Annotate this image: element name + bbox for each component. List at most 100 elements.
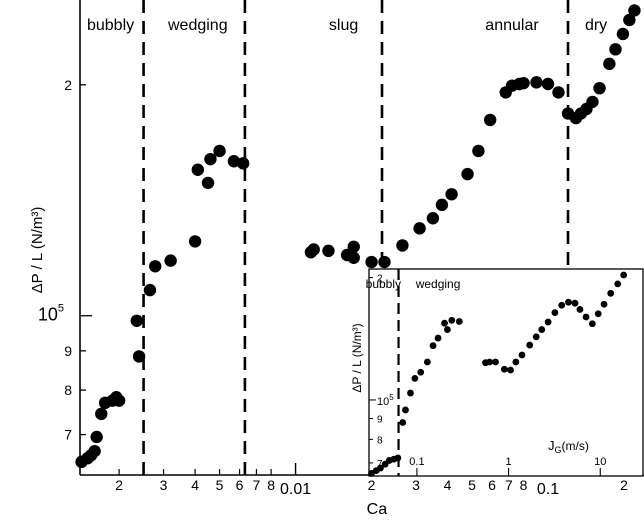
data-point — [609, 43, 622, 56]
inset-data-point — [486, 358, 493, 366]
data-point — [191, 163, 205, 176]
inset-data-point — [526, 341, 534, 349]
data-point — [307, 243, 320, 256]
inset-data-point — [544, 318, 552, 326]
x-tick-label: 5 — [216, 477, 224, 493]
x-tick-label: 4 — [444, 477, 452, 493]
inset-y-tick-label-sup: 5 — [389, 393, 394, 402]
inset-regime-label: bubbly — [366, 277, 401, 291]
x-tick-label: 2 — [368, 477, 376, 493]
inset-x-axis-label-sub: G — [555, 445, 562, 455]
inset-data-point — [551, 309, 559, 317]
data-point — [483, 113, 497, 127]
inset-data-point — [423, 358, 431, 366]
data-point — [130, 314, 143, 327]
regime-label: dry — [585, 17, 607, 34]
inset-data-point — [417, 368, 425, 376]
inset-x-tick-label: 10 — [594, 456, 606, 468]
y-tick-label: 9 — [64, 343, 72, 359]
x-tick-label: 4 — [191, 477, 199, 493]
y-tick-label: 105 — [38, 303, 64, 325]
data-point — [616, 27, 630, 41]
inset-data-point — [501, 365, 508, 373]
data-point — [347, 240, 360, 253]
data-point — [164, 254, 177, 267]
data-point — [472, 144, 485, 158]
inset-x-tick-label: 0.1 — [409, 456, 424, 468]
inset-y-tick-label: 7 — [377, 459, 383, 470]
x-tick-label: 6 — [236, 477, 244, 493]
inset-data-point — [455, 318, 463, 325]
inset-frame — [368, 268, 644, 477]
inset-y-tick-label: 2 — [377, 274, 383, 285]
inset-data-point — [394, 454, 402, 462]
inset-data-point — [576, 306, 584, 313]
inset-data-point — [594, 310, 602, 318]
inset-data-point — [399, 419, 407, 426]
regime-label: slug — [329, 17, 358, 34]
data-point — [90, 430, 103, 444]
data-point — [445, 188, 458, 201]
inset-data-point — [402, 406, 409, 414]
inset-data-point — [434, 334, 442, 342]
inset-data-point — [448, 316, 456, 324]
data-point — [586, 95, 599, 109]
data-point — [623, 13, 636, 27]
inset-data-point — [600, 300, 608, 308]
data-point — [88, 444, 101, 458]
x-tick-label: 2 — [620, 477, 628, 493]
data-point — [378, 255, 391, 269]
inset-data-point — [411, 374, 419, 382]
y-axis-label: ΔP / L (N/m³) — [29, 207, 46, 294]
data-point — [188, 235, 202, 248]
inset-data-point — [507, 366, 514, 374]
inset-data-point — [532, 333, 540, 341]
x-tick-label: 6 — [488, 477, 496, 493]
inset-data-point — [582, 313, 590, 321]
inset-data-point — [571, 299, 579, 307]
inset-regime-label: wedging — [415, 277, 461, 291]
inset-data-point — [620, 271, 628, 279]
data-point — [603, 57, 616, 71]
y-tick-label-sup: 5 — [58, 303, 64, 315]
data-point — [541, 77, 555, 91]
data-point — [143, 283, 157, 297]
inset-y-tick-label: 8 — [377, 435, 383, 446]
data-point — [201, 176, 215, 190]
x-tick-label: 8 — [520, 477, 528, 493]
x-tick-label: 2 — [115, 477, 123, 493]
inset-data-point — [441, 319, 448, 327]
inset-x-tick-label: 1 — [506, 456, 512, 468]
regime-label: bubbly — [87, 17, 134, 34]
x-tick-label: 5 — [468, 477, 476, 493]
x-axis-label: Ca — [367, 501, 388, 518]
inset-data-point — [492, 358, 499, 366]
data-point — [149, 260, 162, 273]
inset-data-point — [607, 289, 615, 297]
data-point — [435, 198, 449, 212]
data-point — [413, 222, 426, 235]
regime-label: wedging — [167, 17, 228, 34]
x-tick-label: 3 — [412, 477, 420, 493]
inset-data-point — [407, 389, 414, 397]
inset-y-axis-label: ΔP / L (N/m³) — [350, 323, 364, 392]
data-point — [95, 407, 108, 421]
inset-data-point — [512, 358, 520, 366]
y-tick-label: 7 — [64, 427, 72, 443]
inset-data-point — [429, 342, 437, 350]
inset-data-point — [614, 280, 622, 288]
data-point — [628, 4, 641, 17]
data-point — [461, 167, 474, 181]
inset-data-point — [444, 326, 451, 333]
inset-x-axis-label: JG(m/s) — [548, 438, 589, 455]
x-tick-label: 0.01 — [280, 481, 311, 498]
data-point — [552, 86, 565, 99]
data-point — [593, 81, 606, 95]
inset-data-point — [558, 301, 566, 309]
data-point — [365, 255, 378, 269]
inset-y-tick-label: 9 — [377, 415, 383, 426]
x-tick-label: 7 — [505, 477, 513, 493]
